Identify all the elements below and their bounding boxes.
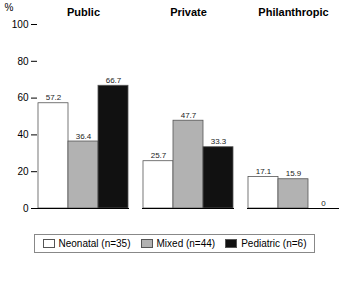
svg-text:17.1: 17.1 xyxy=(256,167,272,176)
svg-text:0: 0 xyxy=(321,199,326,208)
svg-text:%: % xyxy=(5,2,14,13)
svg-text:66.7: 66.7 xyxy=(106,76,122,85)
svg-text:57.2: 57.2 xyxy=(46,93,62,102)
svg-text:Private: Private xyxy=(170,6,207,18)
svg-text:0: 0 xyxy=(23,203,29,214)
svg-text:15.9: 15.9 xyxy=(286,169,302,178)
html-text:Neonatal (n=35): Neonatal (n=35) xyxy=(58,238,131,249)
svg-text:100: 100 xyxy=(12,19,29,30)
svg-text:25.7: 25.7 xyxy=(151,151,167,160)
svg-text:Public: Public xyxy=(67,6,100,18)
html-text:Pediatric (n=6): Pediatric (n=6) xyxy=(241,238,307,249)
svg-text:Philanthropic: Philanthropic xyxy=(258,6,328,18)
svg-text:36.4: 36.4 xyxy=(76,132,92,141)
svg-text:20: 20 xyxy=(17,166,29,177)
svg-text:40: 40 xyxy=(17,129,29,140)
svg-text:60: 60 xyxy=(17,92,29,103)
svg-text:47.7: 47.7 xyxy=(181,111,197,120)
svg-text:80: 80 xyxy=(17,56,29,67)
svg-text:33.3: 33.3 xyxy=(211,137,227,146)
html-text:Mixed (n=44): Mixed (n=44) xyxy=(156,238,216,249)
